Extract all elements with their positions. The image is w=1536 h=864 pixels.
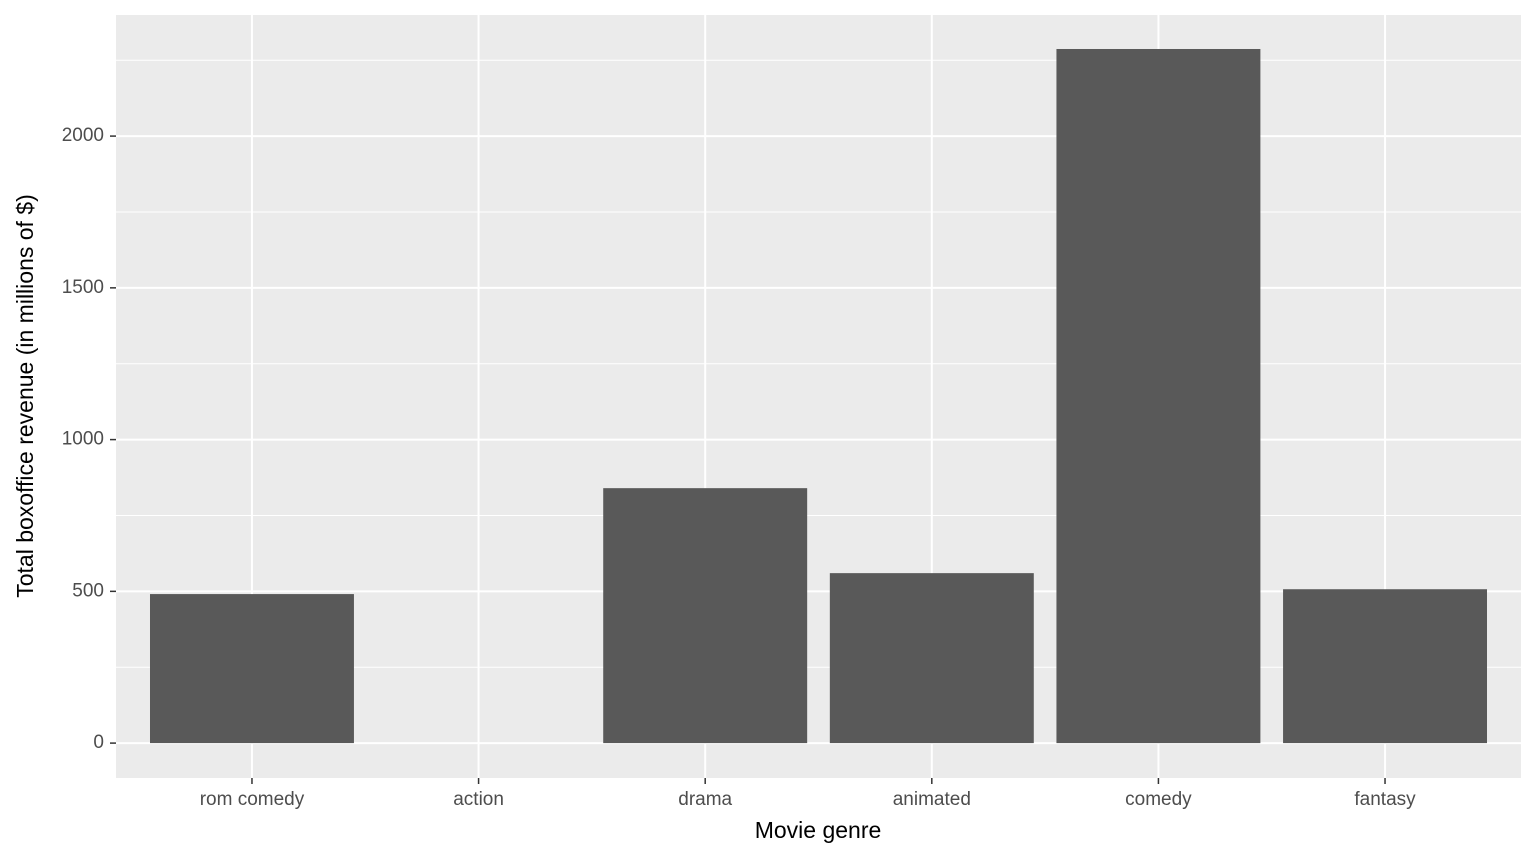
- bar: [149, 594, 354, 744]
- y-tick-label: 500: [72, 580, 104, 601]
- bar: [603, 488, 808, 744]
- y-tick-label: 2000: [62, 125, 104, 146]
- x-tick-label: action: [453, 789, 504, 810]
- y-tick-label: 0: [93, 732, 104, 753]
- bar: [1283, 589, 1488, 744]
- x-axis-title: Movie genre: [755, 817, 882, 843]
- y-tick-label: 1500: [62, 277, 104, 298]
- bar: [1056, 48, 1261, 744]
- x-tick-label: drama: [678, 789, 732, 810]
- y-tick-label: 1000: [62, 429, 104, 450]
- x-tick-label: animated: [893, 789, 971, 810]
- x-tick-label: fantasy: [1354, 789, 1416, 810]
- x-tick-label: comedy: [1125, 789, 1192, 810]
- x-tick-label: rom comedy: [200, 789, 305, 810]
- bar: [829, 573, 1034, 744]
- y-axis-title: Total boxoffice revenue (in millions of …: [12, 194, 38, 598]
